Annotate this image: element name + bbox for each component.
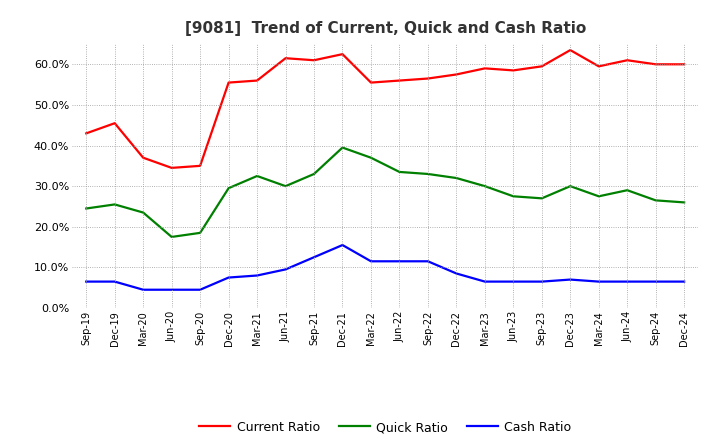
- Current Ratio: [652, 62, 660, 67]
- Quick Ratio: [595, 194, 603, 199]
- Current Ratio: [310, 58, 318, 63]
- Quick Ratio: [310, 171, 318, 176]
- Cash Ratio: [652, 279, 660, 284]
- Cash Ratio: [110, 279, 119, 284]
- Current Ratio: [282, 55, 290, 61]
- Quick Ratio: [423, 171, 432, 176]
- Current Ratio: [110, 121, 119, 126]
- Current Ratio: [82, 131, 91, 136]
- Current Ratio: [623, 58, 631, 63]
- Current Ratio: [139, 155, 148, 160]
- Current Ratio: [680, 62, 688, 67]
- Current Ratio: [196, 163, 204, 169]
- Cash Ratio: [253, 273, 261, 278]
- Current Ratio: [452, 72, 461, 77]
- Cash Ratio: [82, 279, 91, 284]
- Quick Ratio: [225, 186, 233, 191]
- Cash Ratio: [566, 277, 575, 282]
- Cash Ratio: [310, 255, 318, 260]
- Cash Ratio: [139, 287, 148, 292]
- Quick Ratio: [452, 176, 461, 181]
- Current Ratio: [338, 51, 347, 57]
- Line: Cash Ratio: Cash Ratio: [86, 245, 684, 290]
- Quick Ratio: [537, 196, 546, 201]
- Quick Ratio: [338, 145, 347, 150]
- Cash Ratio: [680, 279, 688, 284]
- Quick Ratio: [139, 210, 148, 215]
- Current Ratio: [167, 165, 176, 171]
- Quick Ratio: [680, 200, 688, 205]
- Current Ratio: [480, 66, 489, 71]
- Quick Ratio: [509, 194, 518, 199]
- Cash Ratio: [537, 279, 546, 284]
- Quick Ratio: [652, 198, 660, 203]
- Cash Ratio: [196, 287, 204, 292]
- Cash Ratio: [338, 242, 347, 248]
- Quick Ratio: [82, 206, 91, 211]
- Line: Quick Ratio: Quick Ratio: [86, 147, 684, 237]
- Cash Ratio: [282, 267, 290, 272]
- Current Ratio: [225, 80, 233, 85]
- Cash Ratio: [623, 279, 631, 284]
- Quick Ratio: [395, 169, 404, 175]
- Cash Ratio: [395, 259, 404, 264]
- Current Ratio: [509, 68, 518, 73]
- Current Ratio: [366, 80, 375, 85]
- Line: Current Ratio: Current Ratio: [86, 50, 684, 168]
- Cash Ratio: [509, 279, 518, 284]
- Cash Ratio: [595, 279, 603, 284]
- Current Ratio: [253, 78, 261, 83]
- Current Ratio: [566, 48, 575, 53]
- Cash Ratio: [480, 279, 489, 284]
- Title: [9081]  Trend of Current, Quick and Cash Ratio: [9081] Trend of Current, Quick and Cash …: [184, 21, 586, 36]
- Quick Ratio: [110, 202, 119, 207]
- Quick Ratio: [566, 183, 575, 189]
- Cash Ratio: [423, 259, 432, 264]
- Quick Ratio: [366, 155, 375, 160]
- Quick Ratio: [253, 173, 261, 179]
- Quick Ratio: [167, 234, 176, 239]
- Legend: Current Ratio, Quick Ratio, Cash Ratio: Current Ratio, Quick Ratio, Cash Ratio: [194, 416, 576, 439]
- Cash Ratio: [167, 287, 176, 292]
- Current Ratio: [395, 78, 404, 83]
- Quick Ratio: [623, 187, 631, 193]
- Quick Ratio: [282, 183, 290, 189]
- Current Ratio: [537, 64, 546, 69]
- Cash Ratio: [366, 259, 375, 264]
- Cash Ratio: [225, 275, 233, 280]
- Quick Ratio: [480, 183, 489, 189]
- Current Ratio: [423, 76, 432, 81]
- Current Ratio: [595, 64, 603, 69]
- Cash Ratio: [452, 271, 461, 276]
- Quick Ratio: [196, 230, 204, 235]
